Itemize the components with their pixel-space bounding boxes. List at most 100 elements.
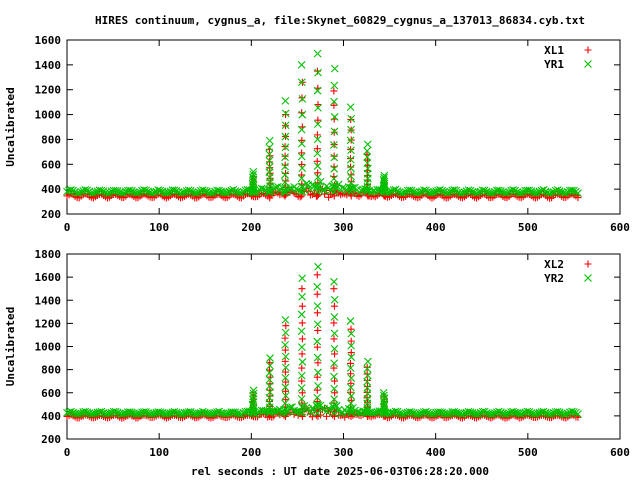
data-point [363, 185, 371, 194]
data-point [297, 60, 306, 69]
data-point [330, 335, 338, 343]
data-point [472, 189, 481, 198]
data-point [503, 409, 511, 418]
data-point [399, 188, 408, 197]
data-point [150, 188, 159, 197]
data-point [369, 187, 378, 196]
data-point [265, 143, 274, 152]
data-point [545, 189, 554, 198]
data-point [184, 186, 193, 195]
y-tick-label: 1200 [35, 84, 62, 97]
data-point [298, 149, 306, 157]
data-point [77, 409, 86, 418]
data-point [314, 104, 322, 112]
data-point [387, 187, 396, 196]
data-point [346, 317, 355, 325]
data-point [172, 408, 181, 417]
data-point [314, 169, 322, 177]
data-point [296, 193, 304, 201]
data-point [379, 388, 388, 397]
data-point [97, 407, 106, 416]
data-point [450, 186, 459, 194]
data-point [415, 188, 424, 196]
data-point [480, 186, 489, 195]
data-point [83, 408, 92, 417]
data-point [298, 292, 307, 301]
data-point [553, 407, 562, 416]
data-point [497, 187, 505, 195]
data-point [281, 316, 290, 324]
data-point [113, 408, 122, 417]
data-point [313, 49, 322, 58]
data-point [363, 153, 372, 161]
data-point [323, 412, 331, 420]
data-point [266, 354, 274, 362]
data-point [363, 383, 372, 392]
data-point [142, 186, 150, 195]
data-point [67, 407, 75, 416]
data-point [363, 363, 371, 371]
data-point [313, 135, 322, 144]
data-point [297, 371, 306, 380]
data-point [413, 189, 422, 197]
data-point [298, 136, 306, 144]
data-point [413, 410, 422, 419]
data-point [380, 171, 389, 180]
legend-label: XL2 [544, 258, 564, 271]
data-point [436, 408, 444, 417]
data-point [346, 155, 355, 164]
data-point [200, 186, 209, 195]
data-point [313, 182, 322, 191]
data-point [363, 146, 372, 155]
data-point [347, 341, 356, 350]
chart-title: HIRES continuum, cygnus_a, file:Skynet_6… [95, 14, 585, 27]
data-point [330, 152, 338, 160]
data-point [330, 87, 338, 95]
data-point [347, 329, 356, 338]
data-point [570, 408, 578, 416]
data-point [265, 156, 274, 165]
data-point [330, 127, 339, 136]
data-point [330, 364, 338, 372]
x-tick-label: 200 [241, 221, 261, 234]
data-point [444, 410, 453, 418]
data-point [313, 337, 322, 346]
data-point [314, 381, 322, 390]
legend-marker [584, 274, 592, 282]
data-point [298, 377, 306, 385]
data-point [313, 353, 322, 362]
data-point [281, 368, 289, 376]
data-point [363, 159, 372, 167]
x-tick-label: 100 [149, 446, 169, 459]
data-point [330, 153, 339, 162]
data-point [460, 188, 469, 196]
y-tick-label: 1600 [35, 34, 62, 47]
series-XL1 [63, 67, 582, 202]
data-point [207, 189, 215, 197]
data-point [363, 377, 372, 386]
data-point [330, 295, 339, 304]
data-point [332, 184, 341, 192]
data-point [531, 189, 540, 197]
y-tick-label: 800 [41, 133, 61, 146]
data-point [346, 103, 355, 112]
data-point [330, 174, 338, 183]
data-point [561, 410, 570, 419]
y-tick-label: 1400 [35, 294, 62, 307]
data-point [198, 407, 207, 416]
data-point [282, 322, 290, 330]
data-point [314, 101, 322, 109]
legend-label: XL1 [544, 44, 564, 57]
legend-marker [584, 260, 592, 268]
data-point [298, 164, 307, 173]
x-axis-label: rel seconds : UT date 2025-06-03T06:28:2… [191, 465, 489, 478]
data-point [297, 327, 306, 336]
data-point [282, 387, 290, 395]
data-point [574, 189, 582, 198]
data-point [150, 409, 159, 418]
data-point [347, 392, 356, 400]
data-point [541, 187, 550, 196]
data-point [266, 158, 274, 166]
data-point [298, 302, 306, 310]
data-point [296, 408, 305, 417]
